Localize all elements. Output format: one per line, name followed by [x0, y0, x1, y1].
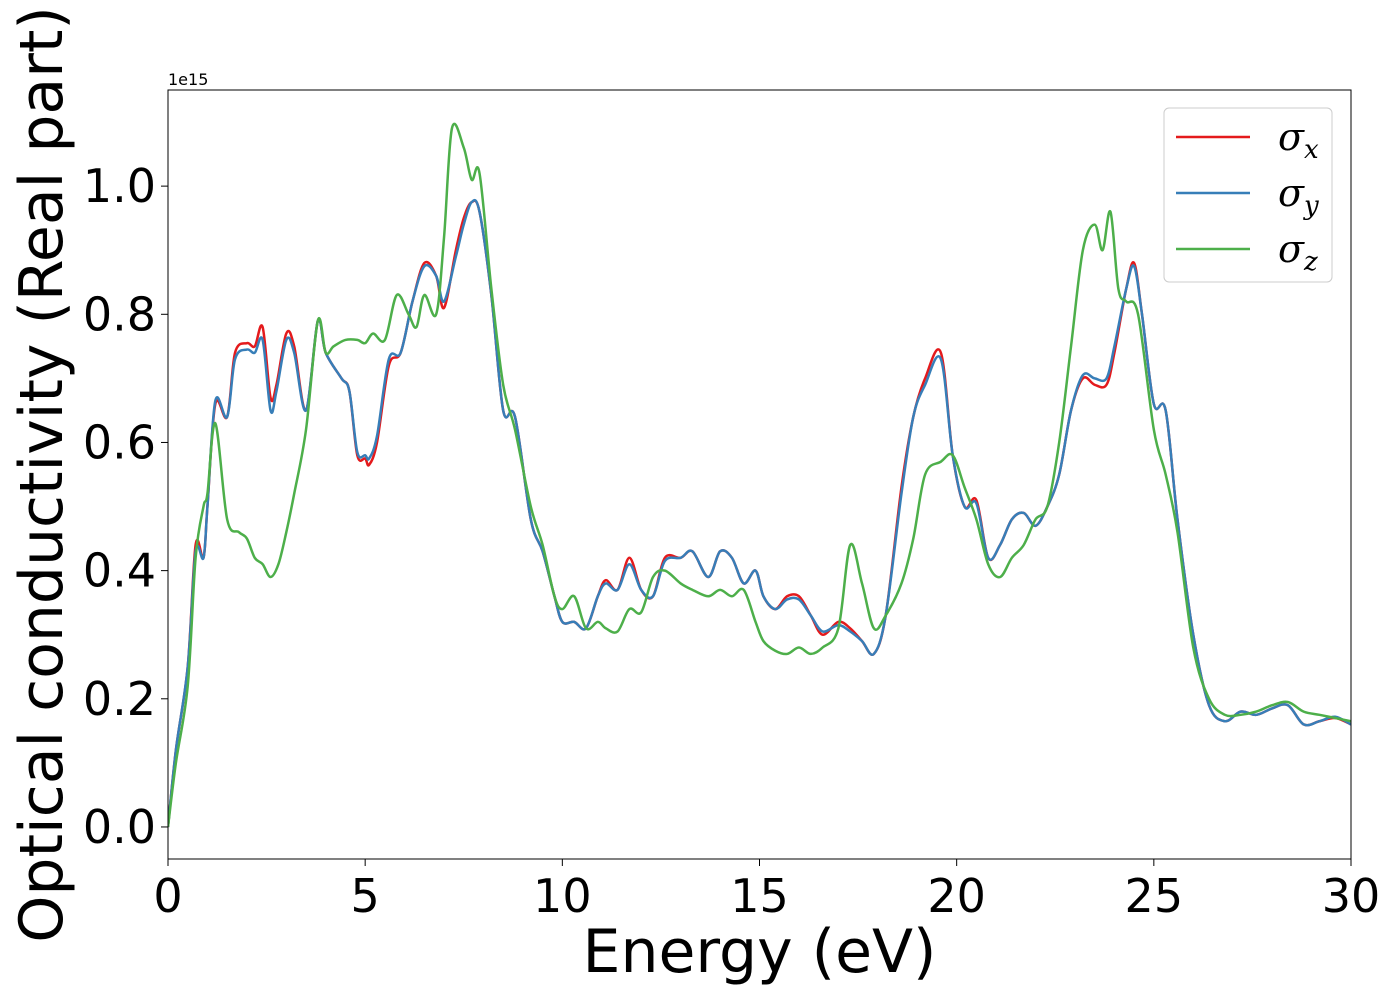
x-tick-label: 20 — [927, 869, 986, 923]
x-tick-label: 10 — [533, 869, 592, 923]
legend-box — [1163, 107, 1333, 283]
y-offset-label: 1e15 — [168, 70, 208, 89]
x-tick-label: 0 — [153, 869, 182, 923]
x-tick-label: 5 — [351, 869, 380, 923]
series-line-sigma-z — [168, 122, 1351, 828]
legend-subscript: x — [1304, 135, 1319, 165]
series-layer — [168, 122, 1351, 828]
y-tick-label: 0.0 — [83, 800, 156, 854]
legend-subscript: y — [1303, 191, 1319, 221]
x-tick-label: 25 — [1125, 869, 1184, 923]
legend-subscript: z — [1303, 247, 1318, 277]
y-tick-label: 0.8 — [83, 287, 156, 341]
y-tick-label: 0.6 — [83, 415, 156, 469]
ticks-layer: 0 5 10 15 20 25 30 0.0 0.2 0.4 0.6 0.8 1.0 — [83, 159, 1380, 923]
y-tick-label: 0.4 — [83, 544, 156, 598]
x-tick-label: 15 — [730, 869, 789, 923]
x-tick-label: 30 — [1322, 869, 1381, 923]
y-tick-label: 1.0 — [83, 159, 156, 213]
y-axis-label: Optical conductivity (Real part) — [7, 6, 77, 943]
x-axis-label: Energy (eV) — [583, 917, 937, 987]
y-tick-label: 0.2 — [83, 672, 156, 726]
